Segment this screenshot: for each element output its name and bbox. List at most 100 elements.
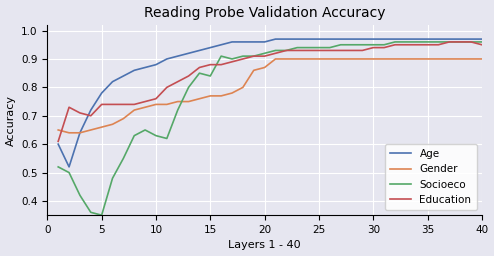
Gender bbox=[446, 57, 452, 60]
Gender bbox=[121, 117, 126, 120]
Education bbox=[99, 103, 105, 106]
Socioeco bbox=[153, 134, 159, 137]
Age bbox=[479, 38, 485, 41]
Socioeco bbox=[294, 46, 300, 49]
Age bbox=[175, 55, 181, 58]
Age bbox=[251, 40, 257, 44]
Gender bbox=[284, 57, 289, 60]
Gender bbox=[131, 109, 137, 112]
Age bbox=[414, 38, 420, 41]
Age bbox=[425, 38, 431, 41]
Socioeco bbox=[381, 43, 387, 46]
Gender bbox=[240, 86, 246, 89]
Age bbox=[229, 40, 235, 44]
Age bbox=[262, 40, 268, 44]
Education bbox=[88, 114, 94, 117]
Socioeco bbox=[55, 165, 61, 168]
Age bbox=[153, 63, 159, 66]
Gender bbox=[479, 57, 485, 60]
Gender bbox=[218, 94, 224, 98]
Education bbox=[218, 63, 224, 66]
Socioeco bbox=[457, 40, 463, 44]
Gender bbox=[164, 103, 170, 106]
Age bbox=[360, 38, 366, 41]
Age bbox=[370, 38, 376, 41]
Education bbox=[414, 43, 420, 46]
Gender bbox=[197, 97, 203, 100]
Gender bbox=[392, 57, 398, 60]
Socioeco bbox=[251, 55, 257, 58]
Socioeco bbox=[164, 137, 170, 140]
Education bbox=[284, 49, 289, 52]
Socioeco bbox=[468, 40, 474, 44]
Gender bbox=[316, 57, 322, 60]
Gender bbox=[273, 57, 279, 60]
Education bbox=[349, 49, 355, 52]
Education bbox=[121, 103, 126, 106]
Line: Education: Education bbox=[58, 42, 482, 141]
Age bbox=[207, 46, 213, 49]
Education bbox=[392, 43, 398, 46]
Age bbox=[446, 38, 452, 41]
Socioeco bbox=[240, 55, 246, 58]
Gender bbox=[77, 131, 83, 134]
Gender bbox=[142, 106, 148, 109]
Age bbox=[468, 38, 474, 41]
Y-axis label: Accuracy: Accuracy bbox=[5, 94, 15, 145]
Gender bbox=[186, 100, 192, 103]
Line: Gender: Gender bbox=[58, 59, 482, 133]
Socioeco bbox=[446, 40, 452, 44]
Education bbox=[403, 43, 409, 46]
Age bbox=[338, 38, 344, 41]
Line: Socioeco: Socioeco bbox=[58, 42, 482, 215]
Age bbox=[403, 38, 409, 41]
Socioeco bbox=[349, 43, 355, 46]
Gender bbox=[370, 57, 376, 60]
Education bbox=[360, 49, 366, 52]
Age bbox=[55, 143, 61, 146]
Age bbox=[131, 69, 137, 72]
Age bbox=[197, 49, 203, 52]
Age bbox=[66, 165, 72, 168]
Education bbox=[305, 49, 311, 52]
Education bbox=[262, 55, 268, 58]
Age bbox=[110, 80, 116, 83]
Socioeco bbox=[305, 46, 311, 49]
Education bbox=[457, 40, 463, 44]
Gender bbox=[110, 123, 116, 126]
Education bbox=[327, 49, 333, 52]
Socioeco bbox=[88, 211, 94, 214]
Education bbox=[164, 86, 170, 89]
Gender bbox=[436, 57, 442, 60]
Education bbox=[251, 55, 257, 58]
Age bbox=[316, 38, 322, 41]
Gender bbox=[294, 57, 300, 60]
Gender bbox=[262, 66, 268, 69]
Socioeco bbox=[66, 171, 72, 174]
Gender bbox=[55, 129, 61, 132]
Gender bbox=[207, 94, 213, 98]
Socioeco bbox=[186, 86, 192, 89]
Age bbox=[294, 38, 300, 41]
Age bbox=[77, 131, 83, 134]
Gender bbox=[327, 57, 333, 60]
Socioeco bbox=[142, 129, 148, 132]
Line: Age: Age bbox=[58, 39, 482, 167]
Education bbox=[294, 49, 300, 52]
Education bbox=[381, 46, 387, 49]
Education bbox=[468, 40, 474, 44]
Education bbox=[316, 49, 322, 52]
Socioeco bbox=[99, 214, 105, 217]
Socioeco bbox=[229, 57, 235, 60]
Age bbox=[392, 38, 398, 41]
Socioeco bbox=[273, 49, 279, 52]
Education bbox=[207, 63, 213, 66]
Socioeco bbox=[262, 52, 268, 55]
Gender bbox=[457, 57, 463, 60]
Legend: Age, Gender, Socioeco, Education: Age, Gender, Socioeco, Education bbox=[385, 144, 477, 210]
Gender bbox=[175, 100, 181, 103]
Socioeco bbox=[207, 74, 213, 78]
Gender bbox=[229, 91, 235, 94]
Education bbox=[446, 40, 452, 44]
Socioeco bbox=[327, 46, 333, 49]
